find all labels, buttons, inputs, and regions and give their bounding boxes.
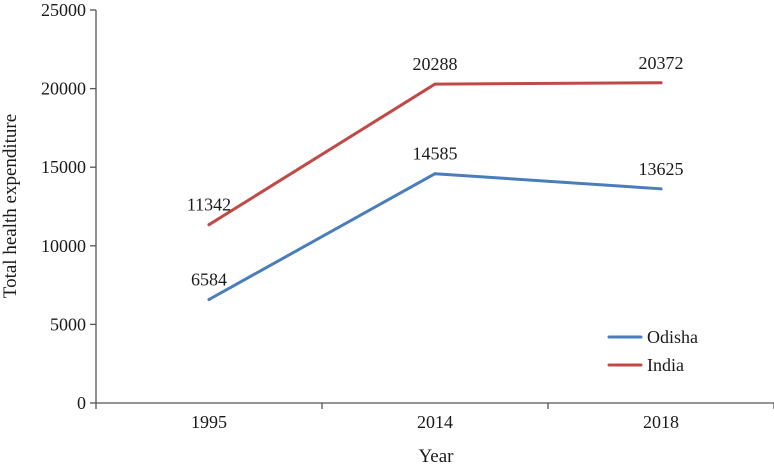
- legend-label-india: India: [647, 355, 684, 375]
- series-line-odisha: [207, 172, 663, 301]
- data-label-odisha: 13625: [639, 159, 684, 179]
- data-label-india: 20372: [639, 53, 684, 73]
- y-tick-label: 15000: [41, 157, 86, 177]
- y-tick-label: 5000: [50, 314, 86, 334]
- y-tick-label: 0: [77, 393, 86, 413]
- y-tick-label: 25000: [41, 0, 86, 20]
- data-point-india: [207, 223, 211, 227]
- data-point-odisha: [659, 187, 663, 191]
- x-tick-label: 2018: [643, 412, 679, 432]
- legend: Odisha India: [607, 327, 698, 375]
- x-axis-title: Year: [418, 446, 454, 465]
- x-tick-label: 1995: [191, 412, 227, 432]
- data-point-odisha: [207, 297, 211, 301]
- y-tick-label: 10000: [41, 236, 86, 256]
- data-label-india: 11342: [187, 195, 231, 215]
- axes: 0 5000 10000 15000 20000 25000 1995 2014 2018: [41, 0, 774, 432]
- data-labels: 6584 14585 13625 11342 20288 20372: [187, 53, 684, 290]
- data-label-odisha: 14585: [413, 144, 458, 164]
- y-axis-title: Total health expenditure: [0, 114, 21, 298]
- y-tick-label: 20000: [41, 79, 86, 99]
- x-tick-label: 2014: [417, 412, 453, 432]
- series-lines: [207, 81, 663, 301]
- data-point-india: [433, 82, 437, 86]
- data-label-odisha: 6584: [191, 269, 227, 289]
- data-point-india: [659, 81, 663, 85]
- data-label-india: 20288: [413, 54, 458, 74]
- legend-label-odisha: Odisha: [647, 327, 698, 347]
- data-point-odisha: [433, 172, 437, 176]
